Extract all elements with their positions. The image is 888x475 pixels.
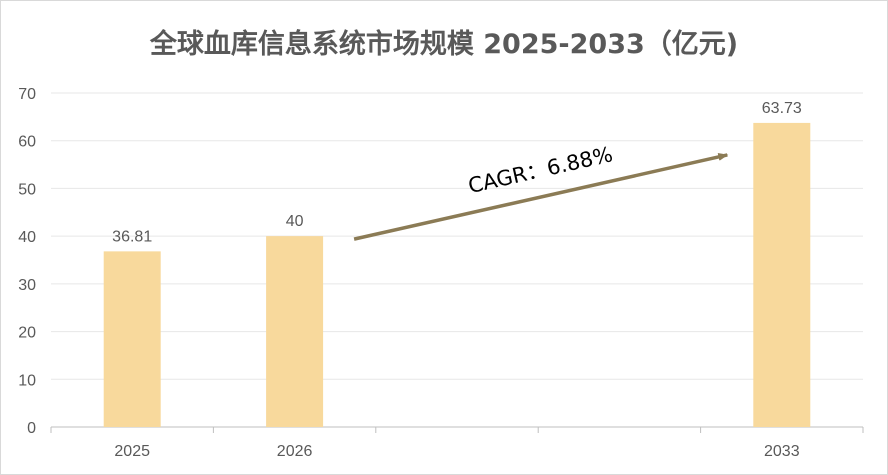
y-tick-label: 30	[18, 277, 36, 294]
data-label-2026: 40	[286, 213, 304, 230]
y-tick-label: 10	[18, 372, 36, 389]
cagr-label: CAGR：6.88%	[466, 142, 615, 198]
y-tick-label: 0	[27, 420, 36, 437]
y-tick-label: 70	[18, 86, 36, 103]
y-tick-label: 50	[18, 181, 36, 198]
x-tick-label-2025: 2025	[114, 443, 150, 460]
bar-2025	[103, 251, 161, 427]
bar-2033	[753, 122, 811, 427]
data-label-2025: 36.81	[112, 228, 152, 245]
data-label-2033: 63.73	[762, 100, 802, 117]
bar-2026	[266, 236, 324, 427]
x-tick-label-2026: 2026	[277, 443, 313, 460]
y-tick-label: 20	[18, 325, 36, 342]
x-tick-label-2033: 2033	[764, 443, 800, 460]
cagr-arrow	[353, 152, 729, 241]
y-tick-label: 60	[18, 134, 36, 151]
chart-title: 全球血库信息系统市场规模 2025-2033（亿元)	[149, 29, 739, 60]
y-tick-label: 40	[18, 229, 36, 246]
